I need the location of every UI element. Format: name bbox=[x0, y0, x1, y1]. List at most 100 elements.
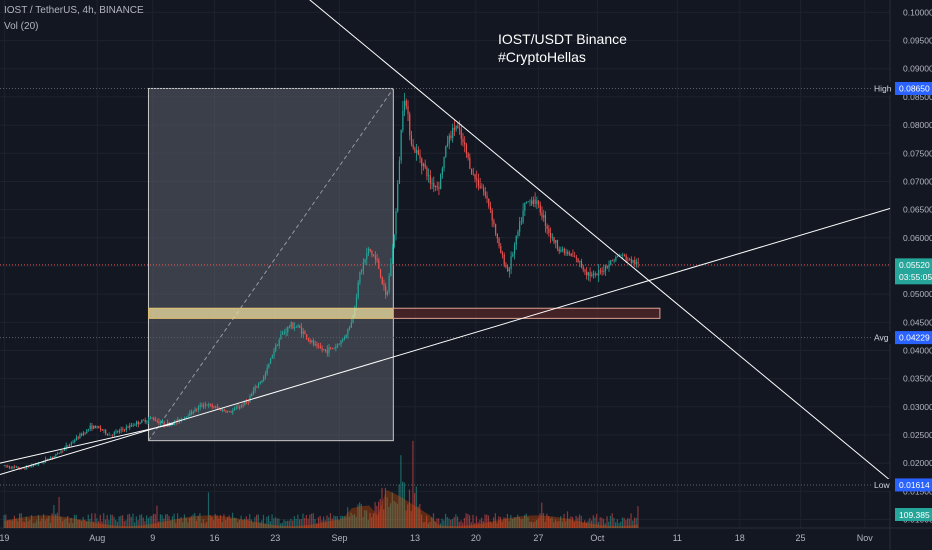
volume-bar bbox=[596, 513, 598, 528]
volume-bar bbox=[281, 522, 283, 528]
volume-bar bbox=[195, 520, 198, 528]
trendline[interactable] bbox=[0, 423, 174, 464]
volume-indicator-label: Vol (20) bbox=[4, 21, 39, 32]
candle-body bbox=[242, 404, 244, 406]
volume-bar bbox=[290, 518, 292, 528]
candle-body bbox=[335, 346, 337, 349]
candle-body bbox=[264, 373, 267, 377]
candle-body bbox=[136, 421, 138, 425]
support-zone-right[interactable] bbox=[392, 307, 661, 319]
candle-body bbox=[510, 256, 512, 269]
low-tag-label-bg bbox=[872, 478, 896, 491]
candle-body bbox=[237, 407, 239, 409]
volume-bar bbox=[441, 518, 443, 528]
candle-body bbox=[513, 244, 516, 255]
volume-bar bbox=[58, 496, 60, 528]
volume-bar bbox=[60, 516, 62, 528]
volume-bar bbox=[106, 515, 108, 528]
candle-body bbox=[493, 220, 495, 225]
candle-body bbox=[522, 210, 524, 223]
y-tick-label: 0.08500 bbox=[903, 92, 932, 102]
candle-body bbox=[62, 450, 64, 452]
volume-bar bbox=[371, 517, 373, 528]
candle-body bbox=[524, 202, 526, 211]
volume-bar bbox=[465, 513, 467, 528]
candle-body bbox=[146, 421, 148, 423]
volume-bar bbox=[434, 521, 436, 528]
candle-body bbox=[479, 185, 481, 188]
volume-bar bbox=[453, 517, 455, 528]
volume-bar bbox=[285, 520, 287, 528]
candle-body bbox=[436, 185, 438, 188]
candle-body bbox=[426, 167, 428, 177]
volume-bar bbox=[405, 510, 407, 528]
volume-bar bbox=[273, 518, 275, 528]
volume-bar bbox=[91, 513, 93, 528]
candle-body bbox=[106, 433, 109, 436]
volume-bar bbox=[408, 489, 411, 528]
volume-bar bbox=[116, 521, 119, 528]
candle-body bbox=[433, 182, 435, 187]
candle-body bbox=[41, 462, 43, 464]
trendline[interactable] bbox=[291, 0, 891, 481]
volume-bar bbox=[295, 518, 297, 528]
volume-bar bbox=[489, 521, 491, 528]
volume-bar bbox=[359, 502, 361, 528]
volume-bar bbox=[573, 521, 575, 528]
candle-body bbox=[563, 248, 565, 253]
candle-body bbox=[598, 270, 600, 276]
candle-body bbox=[19, 468, 21, 470]
trendline[interactable] bbox=[0, 208, 891, 475]
candle-body bbox=[113, 432, 115, 435]
candle-body bbox=[29, 466, 31, 468]
volume-bar bbox=[336, 516, 338, 528]
candle-body bbox=[190, 411, 193, 414]
candle-body bbox=[343, 337, 346, 340]
candle-body bbox=[10, 467, 12, 469]
volume-bar bbox=[274, 517, 277, 528]
volume-bar bbox=[120, 515, 122, 528]
volume-bar bbox=[96, 518, 98, 528]
candle-body bbox=[599, 270, 602, 272]
volume-bar bbox=[481, 517, 483, 528]
volume-bar bbox=[137, 520, 139, 528]
volume-bar bbox=[475, 516, 478, 528]
volume-bar bbox=[630, 513, 632, 528]
volume-bar bbox=[154, 514, 156, 528]
volume-bar bbox=[255, 514, 258, 528]
volume-bar bbox=[118, 516, 120, 528]
volume-bar bbox=[426, 515, 428, 528]
candle-body bbox=[606, 265, 608, 268]
candle-body bbox=[12, 466, 14, 469]
candle-body bbox=[142, 419, 145, 421]
volume-bar bbox=[56, 512, 58, 528]
candle-body bbox=[208, 404, 210, 406]
volume-bar bbox=[109, 514, 112, 528]
volume-bar bbox=[72, 523, 74, 528]
y-tick-label: 0.04000 bbox=[903, 345, 932, 355]
volume-bar bbox=[355, 516, 357, 528]
candle-body bbox=[608, 264, 610, 268]
volume-bar bbox=[190, 516, 192, 528]
avg-tag-value-bg bbox=[895, 331, 932, 345]
volume-bar bbox=[94, 513, 96, 528]
candle-body bbox=[350, 322, 352, 328]
support-zone-left[interactable] bbox=[147, 307, 394, 319]
candle-body bbox=[326, 350, 328, 354]
candle-body bbox=[596, 273, 598, 276]
volume-bar bbox=[214, 513, 216, 528]
volume-bar bbox=[286, 520, 289, 528]
candle-body bbox=[539, 204, 541, 213]
candle-body bbox=[371, 250, 373, 255]
candle-body bbox=[637, 262, 639, 264]
volume-bar bbox=[530, 521, 533, 528]
candle-body bbox=[94, 425, 96, 429]
candle-body bbox=[247, 401, 249, 403]
volume-bar bbox=[575, 515, 577, 528]
volume-bar bbox=[22, 521, 24, 528]
candle-body bbox=[319, 346, 322, 349]
volume-bar bbox=[48, 516, 50, 528]
volume-bar bbox=[111, 514, 113, 528]
candle-body bbox=[216, 406, 218, 409]
